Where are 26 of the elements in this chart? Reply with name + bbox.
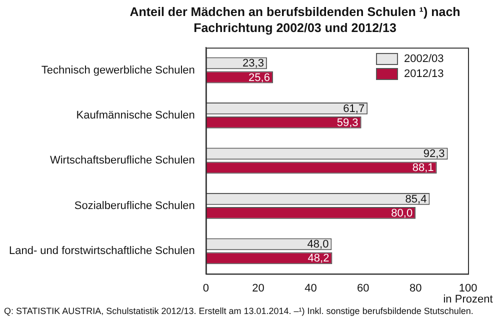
x-tick-label: 100 [458,282,478,294]
x-tick-label: 0 [202,282,209,294]
chart-title: Anteil der Mädchen an berufsbildenden Schulen ¹) nach Fachrichtung 2002/03 und 2012/13 [128,4,462,36]
x-tick-label: 60 [357,282,370,294]
y-tick-label: Land- und forstwirtschaftliche Schulen [8,245,195,258]
x-axis-title: in Prozent [443,293,493,306]
x-tick-label: 80 [409,282,422,294]
data-label: 23,3 [242,58,264,70]
data-label: 92,3 [423,148,445,160]
y-tick-label: Kaufmännische Schulen [76,109,195,122]
y-tick-label: Sozialberufliche Schulen [74,200,195,212]
data-label: 61,7 [343,102,365,115]
legend-label: 2002/03 [403,52,444,67]
data-label: 85,4 [405,193,427,206]
x-tick-label: 40 [304,282,317,294]
data-label: 88,1 [412,162,434,174]
data-label: 48,2 [308,252,330,265]
data-label: 80,0 [391,207,413,220]
text: Q: STATISTIK AUSTRIA, Schulstatistik 2012/13. Erstellt am 13.01.2014. –¹) Inkl. sonstige berufsbildende Stutschulen. [4,306,474,316]
data-label: 59,3 [336,117,358,130]
x-tick-label: 20 [252,282,264,294]
data-label: 48,0 [307,238,329,251]
y-tick-label: Wirtschaftsberufliche Schulen [50,154,195,167]
data-label: 25,6 [248,72,270,84]
legend-label: 2012/13 [403,67,444,82]
y-tick-label: Technisch gewerbliche Schulen [41,64,195,76]
